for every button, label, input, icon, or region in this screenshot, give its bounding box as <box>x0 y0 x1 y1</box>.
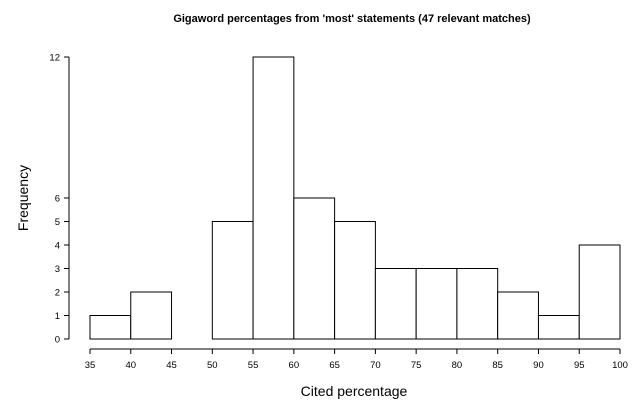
y-tick-label: 1 <box>55 311 60 322</box>
histogram-bar-60-65 <box>293 197 336 340</box>
y-tick-label: 5 <box>55 217 60 228</box>
x-tick-label: 55 <box>248 360 259 371</box>
histogram-bar-65-70 <box>334 221 376 340</box>
y-tick-label: 6 <box>55 194 60 205</box>
y-axis-title: Frequency <box>15 165 31 231</box>
histogram-bar-70-75 <box>374 268 417 340</box>
y-tick-label: 3 <box>55 264 60 275</box>
y-tick-label: 12 <box>49 53 60 64</box>
x-tick-label: 100 <box>612 360 628 371</box>
histogram-bar-55-60 <box>252 56 295 340</box>
x-tick-label: 65 <box>329 360 340 371</box>
y-tick-label: 2 <box>55 288 60 299</box>
histogram-bar-75-80 <box>415 268 458 340</box>
y-tick-label: 0 <box>55 335 60 346</box>
x-tick-label: 85 <box>492 360 503 371</box>
x-tick-label: 80 <box>452 360 463 371</box>
x-tick-label: 35 <box>85 360 96 371</box>
x-tick-label: 75 <box>411 360 422 371</box>
x-tick-label: 50 <box>207 360 218 371</box>
chart-title: Gigaword percentages from 'most' stateme… <box>173 13 531 25</box>
x-tick-label: 40 <box>125 360 136 371</box>
x-tick-label: 95 <box>574 360 585 371</box>
histogram-bar-35-40 <box>89 315 132 340</box>
histogram-bar-85-90 <box>497 291 539 340</box>
x-axis-title: Cited percentage <box>301 383 408 399</box>
histogram-bar-90-95 <box>537 315 580 340</box>
x-axis: 35 40 45 50 55 60 65 70 75 80 85 90 95 100 <box>85 348 628 371</box>
bars-group <box>89 56 621 340</box>
histogram-bar-95-100 <box>578 244 621 340</box>
x-tick-label: 45 <box>166 360 177 371</box>
histogram-bar-40-45 <box>130 291 173 340</box>
histogram-bar-80-85 <box>456 268 499 340</box>
x-tick-label: 60 <box>289 360 300 371</box>
x-tick-label: 90 <box>533 360 544 371</box>
histogram-bar-50-55 <box>211 221 254 340</box>
y-tick-label: 4 <box>55 241 60 252</box>
x-tick-label: 70 <box>370 360 381 371</box>
